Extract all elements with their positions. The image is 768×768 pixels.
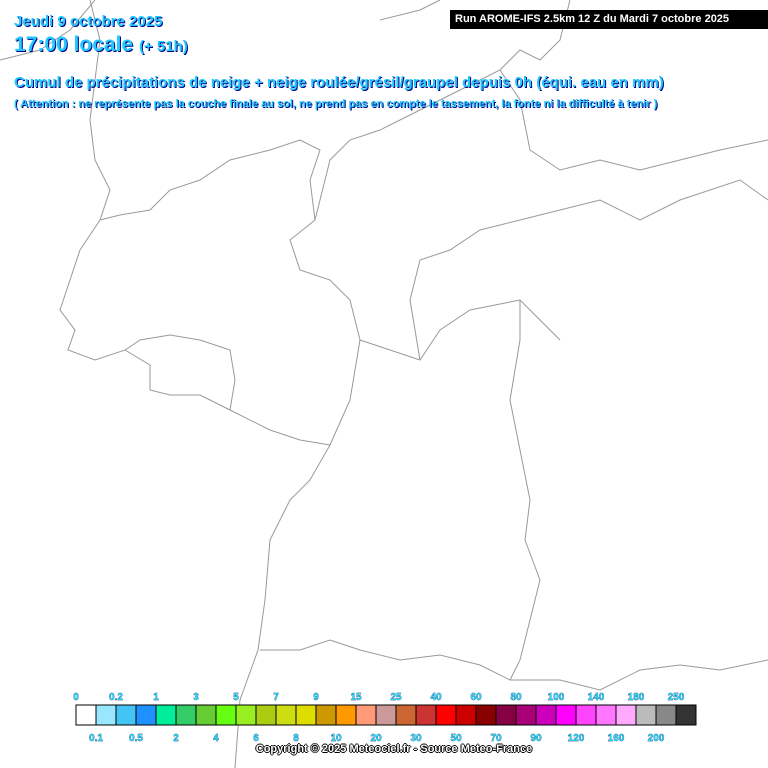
legend-swatch <box>355 704 377 726</box>
legend-swatch <box>615 704 637 726</box>
legend-label: 15 <box>350 692 362 703</box>
legend-label: 140 <box>588 692 605 703</box>
legend-label: 0.5 <box>129 733 143 744</box>
legend-swatch <box>235 704 257 726</box>
legend-label: 20 <box>370 733 382 744</box>
legend-label: 25 <box>390 692 402 703</box>
legend-swatch <box>275 704 297 726</box>
legend-swatch <box>395 704 417 726</box>
legend-label: 2 <box>173 733 179 744</box>
legend-label: 6 <box>253 733 259 744</box>
legend-label: 9 <box>313 692 319 703</box>
lead: (+ 51h) <box>138 38 188 55</box>
legend-swatch <box>335 704 357 726</box>
legend-swatch <box>115 704 137 726</box>
legend-swatch <box>675 704 697 726</box>
legend-swatch <box>295 704 317 726</box>
legend-label: 90 <box>530 733 542 744</box>
legend-label: 3 <box>193 692 199 703</box>
legend-swatch <box>495 704 517 726</box>
legend-swatch <box>135 704 157 726</box>
legend-label: 200 <box>648 733 665 744</box>
legend-swatch <box>195 704 217 726</box>
legend-label: 7 <box>273 692 279 703</box>
legend-label: 0.2 <box>109 692 123 703</box>
date: Jeudi 9 octobre 2025 <box>14 13 163 30</box>
legend-swatch <box>635 704 657 726</box>
legend-label: 120 <box>568 733 585 744</box>
legend-swatch <box>455 704 477 726</box>
legend-swatch <box>655 704 677 726</box>
copyright: Copyright © 2025 Meteociel.fr - Source M… <box>255 743 533 755</box>
time-text: 17:00 locale <box>14 33 134 56</box>
legend-swatch <box>555 704 577 726</box>
run-info: Run AROME-IFS 2.5km 12 Z du Mardi 7 octo… <box>450 10 768 29</box>
legend-label: 5 <box>233 692 239 703</box>
legend-label: 80 <box>510 692 522 703</box>
legend-label: 10 <box>330 733 342 744</box>
legend-swatch <box>255 704 277 726</box>
legend-swatch <box>215 704 237 726</box>
time: 17:00 locale (+ 51h) <box>14 33 188 57</box>
legend-swatch <box>475 704 497 726</box>
legend-label: 250 <box>668 692 685 703</box>
legend-label: 70 <box>490 733 502 744</box>
legend-swatch <box>515 704 537 726</box>
legend-swatch <box>535 704 557 726</box>
legend-swatch <box>95 704 117 726</box>
legend-swatch <box>595 704 617 726</box>
legend-label: 160 <box>608 733 625 744</box>
legend-swatch <box>575 704 597 726</box>
legend-label: 0 <box>73 692 79 703</box>
legend: 0 0.1 0.2 0.5 1 2 3 4 5 6 7 8 9 10 15 20 25 30 40 50 60 70 80 9… <box>73 692 697 744</box>
legend-swatch <box>415 704 437 726</box>
legend-label: 30 <box>410 733 422 744</box>
legend-label: 0.1 <box>89 733 103 744</box>
note: ( Attention : ne représente pas la couch… <box>14 98 658 110</box>
legend-label: 40 <box>430 692 442 703</box>
legend-swatch <box>175 704 197 726</box>
legend-label: 4 <box>213 733 219 744</box>
legend-label: 1 <box>153 692 159 703</box>
map-title: Cumul de précipitations de neige + neige… <box>14 74 664 91</box>
legend-swatch <box>155 704 177 726</box>
legend-swatch <box>315 704 337 726</box>
legend-label: 60 <box>470 692 482 703</box>
legend-label: 180 <box>628 692 645 703</box>
legend-swatch <box>375 704 397 726</box>
legend-swatch <box>75 704 97 726</box>
legend-label: 8 <box>293 733 299 744</box>
legend-label: 100 <box>548 692 565 703</box>
legend-swatch <box>435 704 457 726</box>
legend-label: 50 <box>450 733 462 744</box>
